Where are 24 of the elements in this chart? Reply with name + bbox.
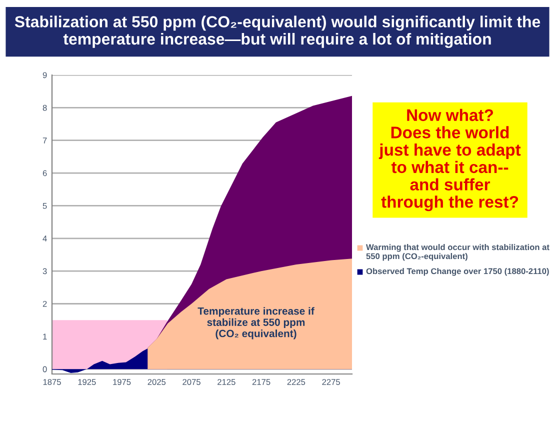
x-tick-label: 1925 [78, 379, 96, 385]
x-tick-label: 2125 [218, 379, 236, 385]
x-tick-label: 1875 [43, 379, 61, 385]
x-tick-label: 2275 [322, 379, 340, 385]
y-tick-label: 3 [42, 268, 47, 274]
y-tick-label: 4 [42, 236, 47, 242]
x-tick-label: 1975 [113, 379, 131, 385]
x-tick-label: 2175 [252, 379, 270, 385]
chart-title: Stabilization at 550 ppm (CO₂-equivalent) would significantly limit the temperature increase—but will require a lot of mitigation [14, 16, 540, 48]
x-tick-label: 2225 [287, 379, 306, 385]
legend-label: Observed Temp Change over 1750 (1880-2110) [366, 268, 549, 276]
y-tick-label: 2 [42, 300, 47, 307]
text: Now what? Does the world just have to adapt to what it can-- and suffer through the rest? [378, 108, 521, 212]
y-tick-label: 5 [42, 202, 47, 209]
y-tick-label: 9 [42, 72, 47, 78]
legend-label: Warming that would occur with stabilization at 550 ppm (CO₂-equivalent) [366, 244, 550, 261]
x-tick-label: 2025 [148, 379, 166, 385]
y-tick-label: 7 [42, 138, 47, 144]
annotation: Temperature increase if stabilize at 550 ppm (CO₂ equivalent) [198, 307, 314, 340]
y-tick-label: 6 [42, 170, 47, 176]
y-tick-label: 0 [42, 366, 47, 372]
x-tick-label: 2075 [182, 379, 200, 385]
y-tick-label: 8 [42, 104, 47, 111]
y-tick-label: 1 [43, 334, 47, 340]
